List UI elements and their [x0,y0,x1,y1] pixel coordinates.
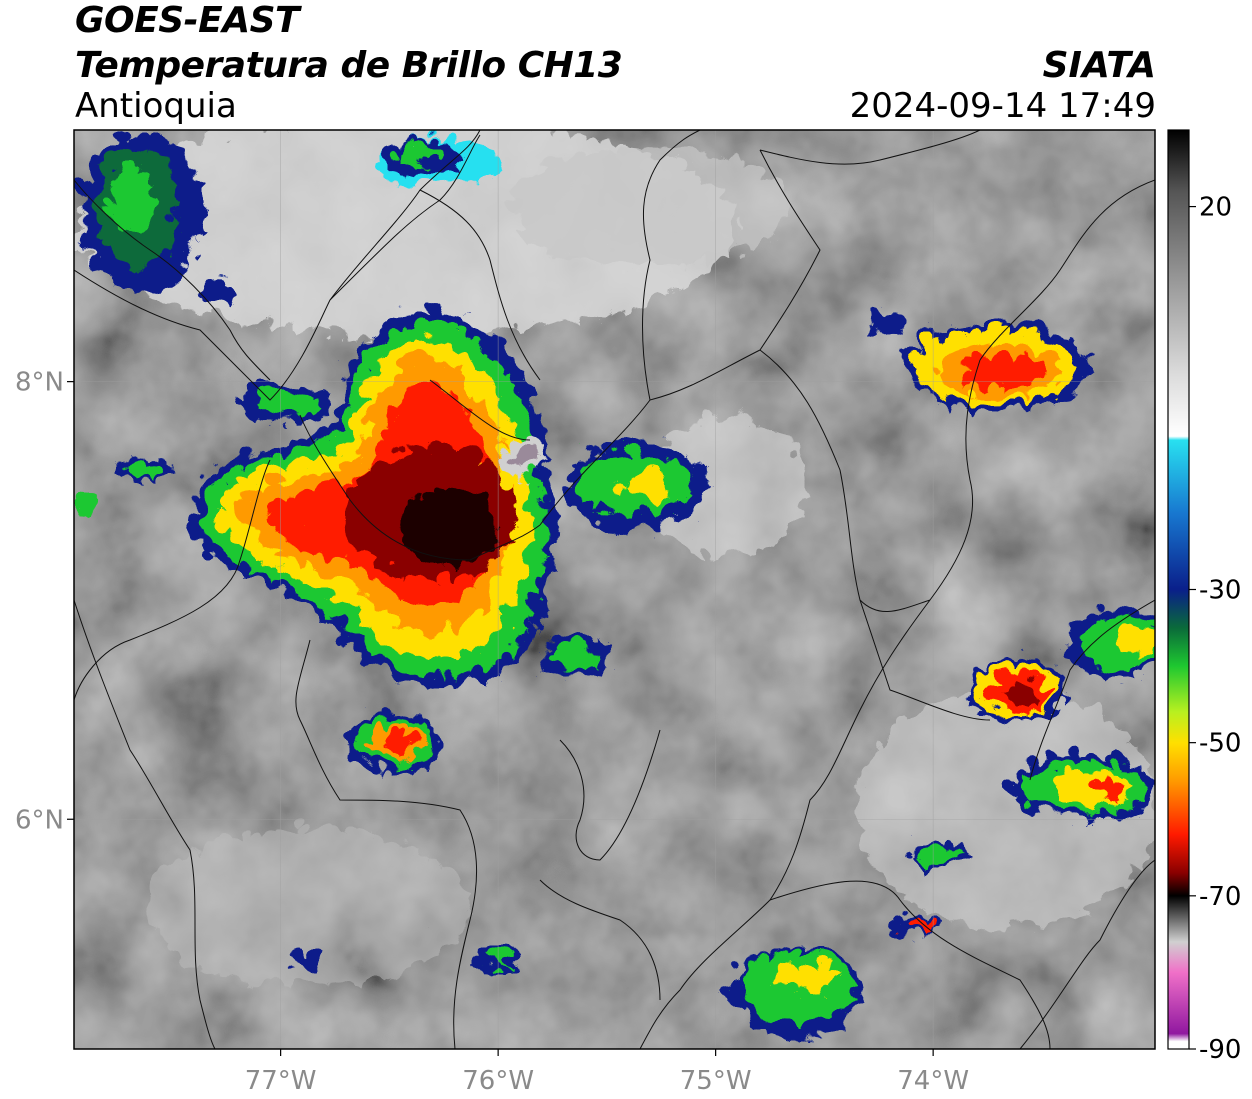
colorbar-tick-label: -70 [1199,882,1241,912]
storm-northeast [898,315,1082,405]
storm-east-3 [1003,747,1147,813]
map-title: GOES-EAST [75,0,300,41]
lat-tick-label: 8°N [15,368,64,398]
storm-east-of-main [560,435,700,525]
map-frame [73,129,1156,1050]
latitude-axis: 8°N 6°N [15,368,74,835]
colorbar-ticks: 20 -30 -50 -70 -90 [1189,193,1241,1065]
map-area [74,130,1155,1049]
storm-south [725,940,855,1030]
boundaries [74,130,1155,1049]
storm-small-1 [533,630,603,670]
longitude-axis: 77°W 76°W 75°W 74°W [245,1049,969,1096]
storm-main [186,300,549,679]
storm-east-2 [1060,600,1155,670]
colorbar-body [1167,129,1190,1050]
storm-cells [74,130,1155,1030]
gridlines [74,130,1155,1049]
map-subtitle: Temperatura de Brillo CH13 [75,45,623,86]
colorbar-tick-label: -30 [1199,576,1241,606]
lon-tick-label: 74°W [897,1066,969,1096]
storm-east-1 [960,650,1060,714]
lon-tick-label: 76°W [462,1066,534,1096]
storm-nw [75,130,195,285]
storm-north [370,130,490,180]
colorbar-tick-label: -90 [1199,1035,1241,1065]
organization-label: SIATA [1042,45,1156,86]
timestamp-label: 2024-09-14 17:49 [849,86,1156,126]
storm-small-2 [74,275,960,967]
region-label: Antioquia [75,86,237,126]
lat-tick-label: 6°N [15,805,64,835]
storm-southwest [337,705,433,765]
colorbar-tick-label: -50 [1199,729,1241,759]
colorbar-tick-label: 20 [1199,193,1232,223]
lon-tick-label: 77°W [245,1066,317,1096]
colorbar: 20 -30 -50 -70 -90 [1167,129,1241,1065]
lon-tick-label: 75°W [680,1066,752,1096]
